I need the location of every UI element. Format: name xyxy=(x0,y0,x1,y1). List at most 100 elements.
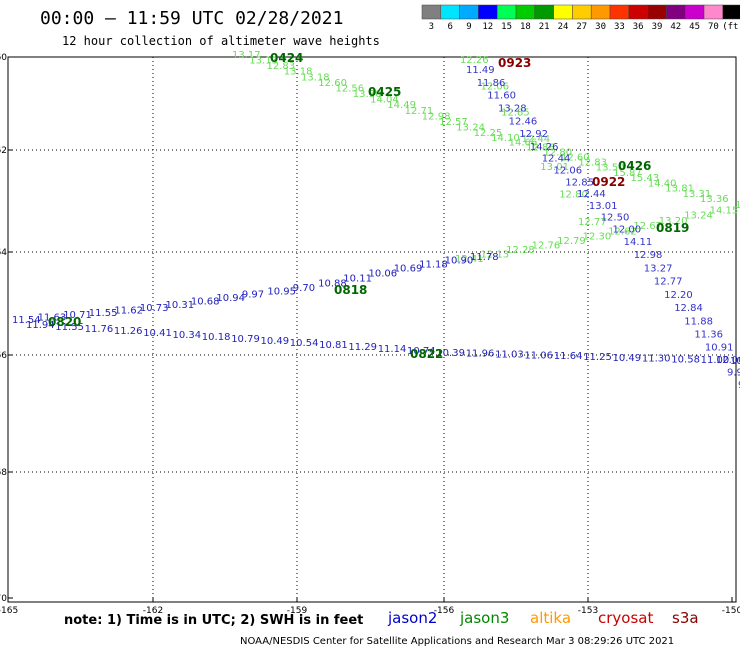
swh-value: 10.41 xyxy=(143,328,172,339)
swh-value: 13.30 xyxy=(353,89,382,100)
swh-value: 12.56 xyxy=(336,84,365,95)
swh-value: 15.43 xyxy=(631,173,660,184)
swh-value: 12.62 xyxy=(608,226,637,237)
swh-value: 14.04 xyxy=(370,95,399,106)
swh-value: 10.95 xyxy=(267,286,296,297)
map-subtitle: 12 hour collection of altimeter wave hei… xyxy=(62,34,380,48)
swh-value: 9.97 xyxy=(242,290,264,301)
swh-value: 11.14 xyxy=(378,344,407,355)
lon-label: -162 xyxy=(143,606,163,616)
swh-value: 10.71 xyxy=(63,310,92,321)
swh-value: 11.36 xyxy=(694,330,723,341)
colorbar-label: 30 xyxy=(595,22,607,32)
swh-value: 11.00 xyxy=(701,355,730,366)
swh-value: 14.10 xyxy=(491,133,520,144)
swh-value: 13.24 xyxy=(684,211,713,222)
colorbar-label: 6 xyxy=(447,22,453,32)
swh-value: 12.57 xyxy=(439,117,468,128)
swh-value: 12.26 xyxy=(460,55,489,66)
swh-value: 10.11 xyxy=(343,273,372,284)
track-id-label: 0425 xyxy=(368,85,401,99)
swh-value: 13.27 xyxy=(644,263,673,274)
swh-value: 10.34 xyxy=(173,330,202,341)
track-ids: 0424 0425 0923 0426 0922 0819 0818 0820 0822 xyxy=(48,51,689,361)
swh-value: 11.49 xyxy=(466,65,495,76)
colorbar-swatch xyxy=(590,4,611,20)
longitude-labels: -165 -162 -159 -156 -153 -150 xyxy=(0,606,740,616)
swh-value: 12.80 xyxy=(559,189,588,200)
map-title: 00:00 – 11:59 UTC 02/28/2021 xyxy=(40,8,344,29)
colorbar-label: (ft) xyxy=(722,22,740,32)
swh-value: 12.84 xyxy=(674,303,703,314)
lon-label: -150 xyxy=(722,606,740,616)
swh-value: 10.31 xyxy=(166,300,195,311)
swh-value: 9.70 xyxy=(293,283,315,294)
colorbar-swatch xyxy=(421,4,442,20)
colorbar-swatch xyxy=(534,4,554,20)
swh-value: 12.86 xyxy=(526,143,555,154)
lon-label: -159 xyxy=(287,606,308,616)
colorbar-swatch xyxy=(572,4,592,20)
swh-value: 12.80 xyxy=(544,147,573,158)
track-id-label: 0820 xyxy=(48,315,81,329)
colorbar-label: 42 xyxy=(670,22,682,32)
colorbar-swatch xyxy=(722,4,740,20)
colorbar-label: 3 xyxy=(428,22,435,32)
colorbar-label: 39 xyxy=(651,22,663,32)
swh-value: 10.39 xyxy=(436,348,465,359)
colorbar-swatch xyxy=(647,4,667,20)
track-id-label: 0818 xyxy=(334,283,367,297)
swh-value: 12.92 xyxy=(519,129,548,140)
plot-frame xyxy=(7,56,737,603)
swh-value: 12.79 xyxy=(557,236,586,247)
colorbar-swatch xyxy=(684,4,705,20)
swh-value: 10.58 xyxy=(671,354,700,365)
swh-value: 13.28 xyxy=(498,104,527,115)
swh-value: 11.25 xyxy=(583,352,612,363)
swh-value: 11.18 xyxy=(419,259,448,270)
swh-value: 13.20 xyxy=(659,216,688,227)
swh-value: 12.67 xyxy=(633,221,662,232)
swh-value: 12.77 xyxy=(578,217,607,228)
lat-label: -66 xyxy=(0,351,7,361)
lon-label: -153 xyxy=(578,606,598,616)
swh-value: 11.26 xyxy=(114,326,143,337)
swh-value: 13.24 xyxy=(456,123,485,134)
colorbar-swatch xyxy=(628,4,648,20)
colorbar-label: 33 xyxy=(613,22,625,32)
swh-value: 12.60 xyxy=(561,152,590,163)
legend-altika: altika xyxy=(530,609,572,627)
swh-value: 14.40 xyxy=(648,178,677,189)
footer-credit: NOAA/NESDIS Center for Satellite Applica… xyxy=(240,636,675,647)
swh-value: 11.94 xyxy=(26,320,55,331)
colorbar-label: 70 xyxy=(707,22,719,32)
swh-value: 14.11 xyxy=(624,237,653,248)
track-id-label: 0922 xyxy=(592,175,625,189)
swh-value: 13.36 xyxy=(735,200,740,211)
track-id-label: 0923 xyxy=(498,56,531,70)
colorbar-swatch xyxy=(440,4,460,20)
lat-label: -64 xyxy=(0,248,7,258)
swh-value: 9.92 xyxy=(727,368,740,379)
legend-s3a: s3a xyxy=(672,609,699,627)
swh-value: 13.81 xyxy=(665,184,694,195)
swh-value: 9.7 xyxy=(738,380,740,391)
colorbar-label: 21 xyxy=(538,22,550,32)
colorbar-swatch xyxy=(703,4,724,20)
colorbar-swatch xyxy=(553,4,573,20)
track-values: 13.1713.1312.8313.1813.1812.6012.5613.30… xyxy=(12,50,740,391)
legend-jason2: jason2 xyxy=(388,609,438,627)
swh-value: 11.64 xyxy=(554,351,583,362)
swh-value: 11.55 xyxy=(89,308,118,319)
swh-value: 10.06 xyxy=(369,268,398,279)
swh-value: 13.31 xyxy=(683,189,712,200)
swh-value: 11.76 xyxy=(85,324,114,335)
swh-value: 14.66 xyxy=(509,138,538,149)
lat-label: -68 xyxy=(0,468,7,478)
colorbar-label: 36 xyxy=(632,22,644,32)
swh-value: 12.25 xyxy=(474,128,503,139)
swh-value: 10.54 xyxy=(290,338,319,349)
swh-value: 11.55 xyxy=(55,322,84,333)
swh-value: 12.76 xyxy=(532,240,561,251)
swh-value: 12.41 xyxy=(455,254,484,265)
